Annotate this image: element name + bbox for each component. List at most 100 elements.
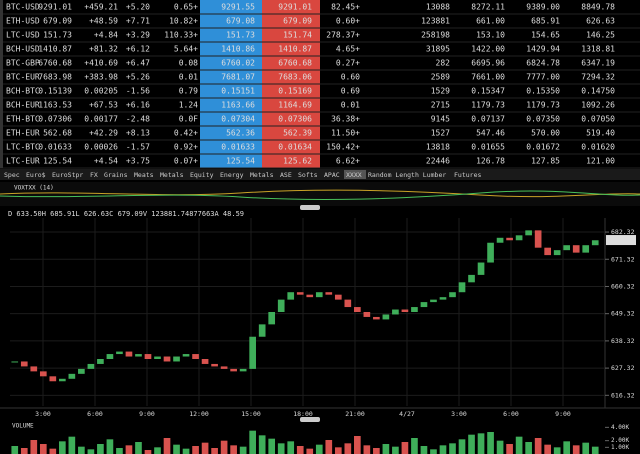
symbol[interactable]: BTC-GBP <box>6 59 40 68</box>
candle <box>392 309 399 315</box>
candle <box>515 235 523 241</box>
symbol[interactable]: LTC-USD <box>6 31 40 40</box>
price-tick-label: 660.32 <box>611 282 635 290</box>
indicator-strip <box>0 182 640 206</box>
candle <box>563 245 571 251</box>
cell: 1179.73 <box>471 101 505 110</box>
volume-bar <box>154 447 161 454</box>
candle <box>287 292 295 300</box>
tab[interactable]: Equity <box>190 171 214 179</box>
row-select[interactable] <box>0 0 3 14</box>
row-select[interactable] <box>0 70 3 84</box>
tab[interactable]: XXXX <box>346 171 362 179</box>
candle <box>544 247 551 256</box>
symbol[interactable]: BCH-BTC <box>6 87 40 96</box>
cell: 0.08 <box>179 59 198 68</box>
candle <box>401 309 409 312</box>
symbol[interactable]: BTC-EUR <box>6 73 40 82</box>
volume-bar <box>306 448 314 454</box>
candle <box>163 356 171 362</box>
cell: 126.78 <box>476 157 505 166</box>
tab[interactable]: Softs <box>298 171 318 179</box>
candle <box>525 230 532 236</box>
symbol[interactable]: BCH-USD <box>6 45 40 54</box>
candle <box>373 316 380 320</box>
row-select[interactable] <box>0 154 3 168</box>
tab[interactable]: APAC <box>324 171 340 179</box>
cell: 110.33+ <box>164 31 198 40</box>
candle <box>182 354 190 357</box>
cell: +6.47 <box>126 59 150 68</box>
time-tick-label: 9:00 <box>139 410 155 418</box>
cell: 0.65+ <box>174 3 198 12</box>
tab[interactable]: Metals <box>160 171 184 179</box>
volume-bar <box>135 442 142 454</box>
pane-handle[interactable] <box>300 205 320 210</box>
volume-bar <box>20 448 28 454</box>
tab[interactable]: Grains <box>104 171 128 179</box>
row-select[interactable] <box>0 98 3 112</box>
candle <box>430 299 437 303</box>
volume-bar <box>420 446 428 454</box>
cell: 125.54 <box>43 157 72 166</box>
cell: 519.40 <box>586 129 615 138</box>
candle <box>506 237 513 241</box>
row-select[interactable] <box>0 28 3 42</box>
pane-handle[interactable] <box>300 417 320 422</box>
tab[interactable]: Euro$ <box>26 171 46 179</box>
symbol[interactable]: LTC-EUR <box>6 157 40 166</box>
symbol[interactable]: BCH-EUR <box>6 101 40 110</box>
tab[interactable]: Random Length Lumber <box>368 171 446 179</box>
row-select[interactable] <box>0 112 3 126</box>
row-select[interactable] <box>0 56 3 70</box>
candle <box>192 354 199 359</box>
tab[interactable]: Energy <box>220 171 244 179</box>
cell: 0.07306 <box>38 115 72 124</box>
candle <box>135 354 142 357</box>
cell: 570.00 <box>531 129 560 138</box>
cell: 123881 <box>421 17 450 26</box>
cell: 0.79 <box>179 87 198 96</box>
symbol[interactable]: LTC-BTC <box>6 143 40 152</box>
candle <box>78 368 85 374</box>
cell: 0.15169 <box>278 87 312 96</box>
symbol[interactable]: BTC-USD <box>6 3 40 12</box>
tab[interactable]: Metals <box>250 171 274 179</box>
volume-bar <box>382 444 390 454</box>
volume-bar <box>449 443 456 454</box>
row-select[interactable] <box>0 42 3 56</box>
candle <box>97 359 104 364</box>
cell: 1527 <box>431 129 450 138</box>
row-select[interactable] <box>0 84 3 98</box>
time-tick-label: 4/27 <box>399 410 415 418</box>
cell: 154.65 <box>531 31 560 40</box>
time-tick-label: 6:00 <box>87 410 103 418</box>
cell: 151.73 <box>43 31 72 40</box>
tab[interactable]: EuroStpr <box>52 171 83 179</box>
tab[interactable]: Meats <box>134 171 154 179</box>
cell: 0.00205 <box>84 87 118 96</box>
cell: 9145 <box>431 115 450 124</box>
symbol[interactable]: ETH-USD <box>6 17 40 26</box>
indicator-line <box>0 189 640 198</box>
candle <box>334 294 342 300</box>
row-select[interactable] <box>0 140 3 154</box>
tab[interactable]: FX <box>90 171 98 179</box>
symbol[interactable]: ETH-BTC <box>6 115 40 124</box>
cell: 282 <box>436 59 451 68</box>
cell: 0.15151 <box>221 87 255 96</box>
tab[interactable]: ASE <box>280 171 292 179</box>
cell: 679.09 <box>43 17 72 26</box>
time-tick-label: 21:00 <box>345 410 365 418</box>
row-select[interactable] <box>0 14 3 28</box>
cell: 679.09 <box>283 17 312 26</box>
volume-bar <box>59 441 66 454</box>
tab[interactable]: Spec <box>4 171 20 179</box>
tab[interactable]: Futures <box>454 171 481 179</box>
volume-bar <box>439 445 447 454</box>
row-select[interactable] <box>0 126 3 140</box>
symbol[interactable]: ETH-EUR <box>6 129 40 138</box>
cell: 661.00 <box>476 17 505 26</box>
volume-bar <box>258 435 266 454</box>
volume-bar <box>506 444 513 454</box>
